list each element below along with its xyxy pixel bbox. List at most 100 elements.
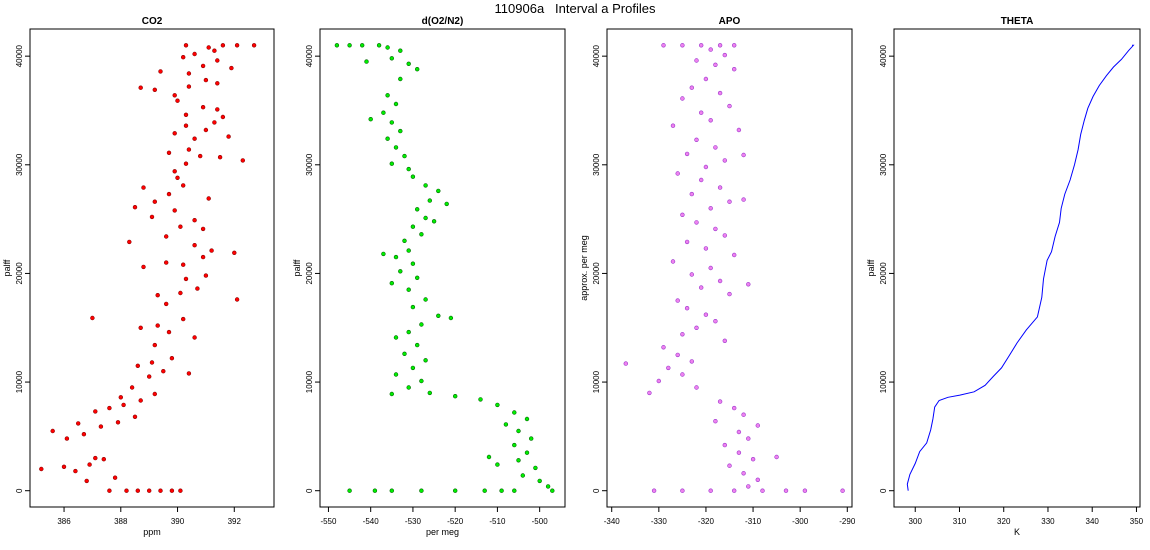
data-point [486, 454, 492, 460]
data-point [183, 43, 189, 48]
data-point [478, 397, 483, 402]
data-point [226, 134, 231, 139]
data-point [722, 442, 727, 448]
data-point [385, 136, 390, 141]
data-point [406, 329, 411, 335]
data-point [166, 191, 172, 197]
data-point [368, 116, 373, 122]
y-axis-label: palff [2, 259, 12, 276]
data-point [647, 390, 652, 396]
data-point [138, 85, 143, 90]
data-point [406, 248, 411, 253]
data-point [164, 234, 169, 239]
data-point [124, 488, 129, 493]
data-point [192, 243, 197, 248]
data-point [713, 226, 718, 232]
y-tick-label: 0 [305, 488, 314, 493]
data-point [423, 358, 428, 363]
data-point [406, 166, 411, 172]
data-point [212, 120, 217, 125]
x-tick-label: -330 [651, 517, 668, 526]
data-point [731, 405, 737, 411]
x-tick-label: -340 [604, 517, 621, 526]
data-point [689, 272, 694, 277]
data-point [181, 54, 186, 60]
data-point [741, 152, 746, 158]
data-point [694, 325, 699, 330]
data-point [138, 398, 143, 403]
plot-frame [319, 28, 566, 508]
data-point [220, 43, 226, 48]
data-point [172, 208, 177, 213]
data-point [410, 304, 416, 310]
data-point [746, 282, 751, 287]
data-point [381, 110, 386, 115]
data-point [73, 468, 78, 474]
data-point [93, 409, 98, 414]
data-point [423, 215, 428, 221]
chart-panel-4: THETA 300 310 320 330 340 350 0 10000 20000 30000 4… [866, 16, 1144, 537]
data-point [680, 96, 685, 101]
data-point [334, 43, 340, 48]
data-point [389, 120, 394, 125]
data-point [512, 410, 517, 415]
figure-title: 110906a Interval a Profiles [494, 1, 656, 16]
data-point [212, 48, 217, 53]
data-point [680, 372, 685, 377]
data-point [406, 287, 411, 292]
data-point [389, 391, 394, 397]
data-point [423, 183, 428, 188]
data-point [152, 87, 158, 93]
y-tick-label: 20000 [305, 262, 314, 285]
y-tick-label: 30000 [305, 153, 314, 176]
data-point [415, 342, 420, 348]
data-point [755, 477, 760, 482]
data-point [722, 158, 727, 163]
x-tick-label: 300 [909, 517, 923, 526]
data-point [713, 419, 718, 424]
data-point [670, 123, 676, 128]
data-point [215, 81, 220, 86]
data-point [393, 254, 399, 260]
data-point [410, 261, 416, 266]
y-tick-label: 40000 [305, 44, 314, 67]
data-point [524, 450, 530, 455]
data-point [746, 436, 751, 441]
data-point [389, 161, 394, 166]
x-tick-label: -290 [839, 517, 856, 526]
data-point [107, 488, 112, 493]
data-point [727, 199, 732, 204]
x-tick-label: 330 [1041, 517, 1055, 526]
data-point [135, 488, 141, 493]
data-point [689, 191, 694, 197]
plot-frame [29, 28, 275, 508]
data-point [427, 390, 432, 396]
data-point [503, 422, 509, 427]
chart-panel-3: APO -340 -330 -320 -310 -300 -290 0 10000 20000 30… [579, 16, 856, 526]
data-point [175, 175, 180, 181]
data-point [364, 59, 369, 64]
data-point [389, 281, 394, 286]
data-point [741, 471, 746, 476]
data-point [708, 206, 713, 211]
data-point [741, 412, 746, 417]
x-axis-label: per meg [426, 527, 459, 537]
data-point [415, 275, 420, 280]
x-tick-label: -500 [532, 517, 549, 526]
data-point [183, 276, 189, 282]
y-tick-label: 10000 [15, 370, 24, 393]
data-point [675, 298, 680, 303]
data-point [689, 85, 694, 90]
data-point [389, 488, 394, 493]
chart-panel-2: d(O2/N2) -550 -540 -530 -520 -510 -500 0 10000 20… [292, 16, 566, 537]
data-point [186, 371, 192, 376]
data-point [220, 114, 226, 120]
data-point [419, 378, 424, 384]
data-point [680, 43, 685, 48]
data-point [528, 436, 534, 441]
data-point [415, 66, 420, 72]
data-point [360, 43, 365, 48]
data-point [152, 199, 158, 204]
data-point [694, 220, 699, 225]
